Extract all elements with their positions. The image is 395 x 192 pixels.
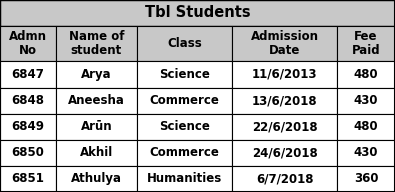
FancyBboxPatch shape <box>232 140 337 166</box>
Text: Athulya: Athulya <box>71 172 122 185</box>
FancyBboxPatch shape <box>337 26 395 61</box>
Text: 430: 430 <box>354 94 378 107</box>
Text: 480: 480 <box>354 68 378 81</box>
FancyBboxPatch shape <box>337 88 395 114</box>
FancyBboxPatch shape <box>137 114 232 140</box>
Text: Commerce: Commerce <box>150 146 220 159</box>
FancyBboxPatch shape <box>0 26 56 61</box>
Text: 6/7/2018: 6/7/2018 <box>256 172 313 185</box>
Text: Admission
Date: Admission Date <box>251 30 319 57</box>
Text: 6851: 6851 <box>11 172 44 185</box>
FancyBboxPatch shape <box>232 88 337 114</box>
Text: Fee
Paid: Fee Paid <box>352 30 380 57</box>
Text: 6850: 6850 <box>11 146 44 159</box>
Text: 430: 430 <box>354 146 378 159</box>
Text: 6849: 6849 <box>11 120 44 133</box>
Text: Aneesha: Aneesha <box>68 94 125 107</box>
Text: Admn
No: Admn No <box>9 30 47 57</box>
Text: 13/6/2018: 13/6/2018 <box>252 94 318 107</box>
FancyBboxPatch shape <box>137 26 232 61</box>
FancyBboxPatch shape <box>232 26 337 61</box>
FancyBboxPatch shape <box>337 114 395 140</box>
Text: Name of
student: Name of student <box>69 30 124 57</box>
FancyBboxPatch shape <box>56 88 137 114</box>
FancyBboxPatch shape <box>0 0 395 26</box>
FancyBboxPatch shape <box>56 140 137 166</box>
Text: Science: Science <box>159 68 210 81</box>
Text: Humanities: Humanities <box>147 172 222 185</box>
Text: 480: 480 <box>354 120 378 133</box>
FancyBboxPatch shape <box>337 140 395 166</box>
Text: 11/6/2013: 11/6/2013 <box>252 68 317 81</box>
Text: Tbl Students: Tbl Students <box>145 5 250 21</box>
FancyBboxPatch shape <box>337 61 395 88</box>
Text: Commerce: Commerce <box>150 94 220 107</box>
Text: Akhil: Akhil <box>80 146 113 159</box>
Text: Arūn: Arūn <box>81 120 112 133</box>
FancyBboxPatch shape <box>137 61 232 88</box>
Text: Arya: Arya <box>81 68 112 81</box>
FancyBboxPatch shape <box>232 114 337 140</box>
FancyBboxPatch shape <box>0 114 56 140</box>
Text: Science: Science <box>159 120 210 133</box>
FancyBboxPatch shape <box>56 166 137 192</box>
FancyBboxPatch shape <box>56 114 137 140</box>
FancyBboxPatch shape <box>337 166 395 192</box>
FancyBboxPatch shape <box>0 88 56 114</box>
FancyBboxPatch shape <box>232 61 337 88</box>
Text: 6847: 6847 <box>11 68 44 81</box>
Text: 24/6/2018: 24/6/2018 <box>252 146 318 159</box>
FancyBboxPatch shape <box>137 166 232 192</box>
Text: Class: Class <box>167 37 202 50</box>
FancyBboxPatch shape <box>137 140 232 166</box>
FancyBboxPatch shape <box>56 26 137 61</box>
FancyBboxPatch shape <box>137 88 232 114</box>
Text: 360: 360 <box>354 172 378 185</box>
FancyBboxPatch shape <box>232 166 337 192</box>
Text: 22/6/2018: 22/6/2018 <box>252 120 318 133</box>
FancyBboxPatch shape <box>0 166 56 192</box>
FancyBboxPatch shape <box>56 61 137 88</box>
FancyBboxPatch shape <box>0 61 56 88</box>
FancyBboxPatch shape <box>0 140 56 166</box>
Text: 6848: 6848 <box>11 94 44 107</box>
